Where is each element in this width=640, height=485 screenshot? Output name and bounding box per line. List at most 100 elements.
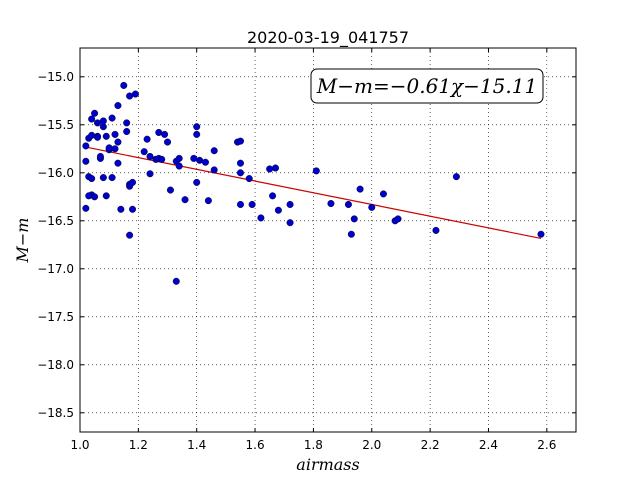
data-point xyxy=(96,152,104,160)
data-point xyxy=(131,90,139,98)
chart-title: 2020-03-19_041757 xyxy=(247,28,409,48)
data-point xyxy=(248,200,256,208)
data-point xyxy=(432,226,440,234)
data-point xyxy=(99,117,107,125)
data-point xyxy=(88,131,96,139)
data-point xyxy=(201,158,209,166)
data-point xyxy=(379,190,387,198)
annotation-box xyxy=(310,68,544,104)
data-point xyxy=(190,154,198,162)
data-point xyxy=(356,185,364,193)
data-point xyxy=(155,128,163,136)
data-point xyxy=(108,174,116,182)
data-point xyxy=(111,130,119,138)
data-point xyxy=(143,135,151,143)
data-point xyxy=(312,167,320,175)
data-point xyxy=(327,200,335,208)
data-point xyxy=(82,157,90,165)
data-point xyxy=(158,155,166,163)
data-point xyxy=(82,204,90,212)
data-point xyxy=(102,192,110,200)
data-point xyxy=(394,215,402,223)
y-axis-title: M−m xyxy=(13,218,32,264)
data-point xyxy=(266,165,274,173)
data-point xyxy=(102,132,110,140)
data-point xyxy=(140,148,148,156)
data-point xyxy=(146,152,154,160)
y-tick-label: −18.5 xyxy=(37,406,74,420)
data-point xyxy=(193,123,201,131)
data-point xyxy=(236,169,244,177)
equation-annotation: M−m=−0.61χ−15.11 xyxy=(310,68,544,104)
data-point xyxy=(114,102,122,110)
data-points xyxy=(82,81,545,285)
x-tick-label: 1.8 xyxy=(304,438,323,452)
data-point xyxy=(120,81,128,89)
data-point xyxy=(123,119,131,127)
data-point xyxy=(350,215,358,223)
data-point xyxy=(123,128,131,136)
data-point xyxy=(166,186,174,194)
data-point xyxy=(126,92,134,100)
data-point xyxy=(91,109,99,117)
y-tick-label: −17.0 xyxy=(37,262,74,276)
y-tick-label: −15.0 xyxy=(37,70,74,84)
x-tick-label: 2.6 xyxy=(537,438,556,452)
data-point xyxy=(236,200,244,208)
data-point xyxy=(271,164,279,172)
data-point xyxy=(452,173,460,181)
data-point xyxy=(111,145,119,153)
data-point xyxy=(286,200,294,208)
plot-frame xyxy=(79,47,577,433)
data-point xyxy=(210,166,218,174)
data-point xyxy=(126,231,134,239)
y-tick-label: −16.5 xyxy=(37,214,74,228)
data-point xyxy=(108,114,116,122)
data-point xyxy=(269,192,277,200)
data-point xyxy=(257,214,265,222)
data-point xyxy=(245,175,253,183)
x-tick-label: 1.2 xyxy=(129,438,148,452)
data-point xyxy=(85,192,93,200)
data-point xyxy=(164,138,172,146)
data-point xyxy=(146,170,154,178)
y-tick-label: −16.0 xyxy=(37,166,74,180)
data-point xyxy=(114,159,122,167)
x-tick-label: 1.6 xyxy=(246,438,265,452)
data-point xyxy=(175,154,183,162)
data-point xyxy=(172,277,180,285)
data-point xyxy=(196,156,204,164)
data-point xyxy=(274,206,282,214)
x-tick-label: 1.0 xyxy=(70,438,89,452)
data-point xyxy=(117,205,125,213)
annotation-text: M−m=−0.61χ−15.11 xyxy=(316,74,537,98)
y-tick-label: −15.5 xyxy=(37,118,74,132)
data-point xyxy=(236,159,244,167)
data-point xyxy=(537,230,545,238)
data-point xyxy=(344,200,352,208)
x-tick-label: 2.0 xyxy=(362,438,381,452)
data-point xyxy=(347,230,355,238)
data-point xyxy=(91,193,99,201)
data-point xyxy=(88,175,96,183)
data-point xyxy=(193,130,201,138)
data-point xyxy=(114,138,122,146)
data-point xyxy=(286,219,294,227)
x-tick-label: 2.4 xyxy=(479,438,498,452)
grid xyxy=(79,48,576,432)
data-point xyxy=(368,203,376,211)
data-point xyxy=(94,119,102,127)
data-point xyxy=(181,196,189,204)
y-tick-label: −18.0 xyxy=(37,358,74,372)
data-point xyxy=(236,137,244,145)
data-point xyxy=(175,162,183,170)
data-point xyxy=(129,178,137,186)
data-point xyxy=(82,142,90,150)
data-point xyxy=(94,133,102,141)
data-point xyxy=(129,205,137,213)
data-point xyxy=(105,144,113,152)
data-point xyxy=(193,178,201,186)
data-point xyxy=(99,174,107,182)
